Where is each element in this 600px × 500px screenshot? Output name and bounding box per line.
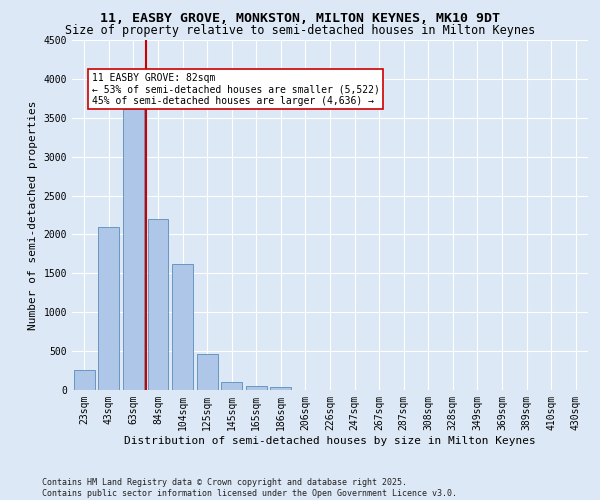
Bar [148,219,169,390]
Bar [74,370,95,390]
Bar [98,226,119,390]
Bar [246,386,267,390]
Y-axis label: Number of semi-detached properties: Number of semi-detached properties [28,100,38,330]
Text: Size of property relative to semi-detached houses in Milton Keynes: Size of property relative to semi-detach… [65,24,535,37]
Bar [271,388,292,390]
Bar [123,109,144,390]
Text: 11 EASBY GROVE: 82sqm
← 53% of semi-detached houses are smaller (5,522)
45% of s: 11 EASBY GROVE: 82sqm ← 53% of semi-deta… [92,72,380,106]
Bar [172,264,193,390]
X-axis label: Distribution of semi-detached houses by size in Milton Keynes: Distribution of semi-detached houses by … [124,436,536,446]
Text: Contains HM Land Registry data © Crown copyright and database right 2025.
Contai: Contains HM Land Registry data © Crown c… [42,478,457,498]
Bar [197,354,218,390]
Bar [221,382,242,390]
Text: 11, EASBY GROVE, MONKSTON, MILTON KEYNES, MK10 9DT: 11, EASBY GROVE, MONKSTON, MILTON KEYNES… [100,12,500,26]
